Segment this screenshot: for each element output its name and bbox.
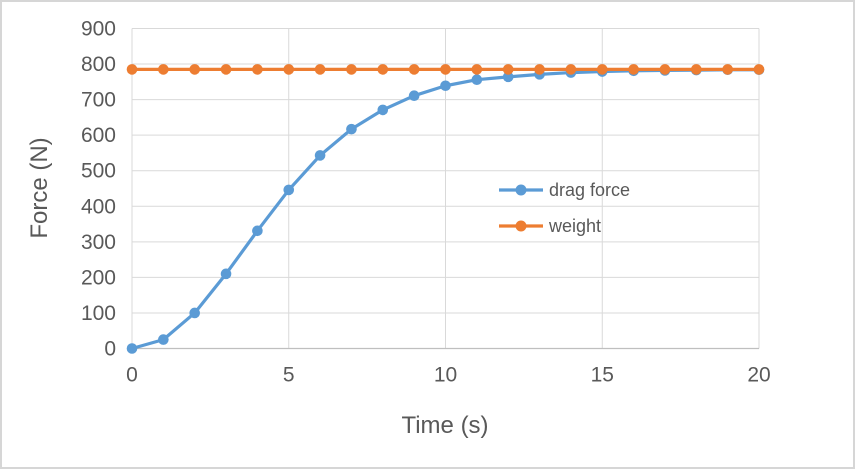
y-axis-title: Force (N) [26, 137, 53, 239]
y-tick-label-100: 100 [81, 302, 116, 325]
weight-marker-17 [659, 64, 671, 75]
weight-marker-19 [722, 64, 733, 75]
weight-marker-9 [408, 64, 420, 75]
weight-marker-13 [534, 64, 545, 75]
drag-force-marker-11 [471, 74, 483, 85]
weight-marker-10 [440, 64, 451, 75]
weight-marker-4 [252, 64, 263, 75]
y-tick-label-500: 500 [81, 160, 116, 183]
x-tick-label-10: 10 [434, 364, 457, 387]
drag-force-marker-10 [440, 80, 451, 92]
x-tick-label-20: 20 [747, 364, 770, 387]
legend-marker-drag-force [515, 184, 527, 196]
legend-label-drag-force: drag force [549, 180, 630, 200]
weight-marker-2 [189, 64, 200, 75]
drag-force-marker-7 [346, 123, 357, 135]
drag-force-marker-9 [408, 90, 420, 101]
y-tick-label-300: 300 [81, 231, 116, 254]
drag-force-marker-3 [220, 268, 232, 280]
x-axis-title: Time (s) [401, 412, 489, 439]
x-tick-label-15: 15 [591, 364, 614, 387]
weight-marker-14 [565, 64, 577, 75]
weight-marker-3 [220, 64, 232, 75]
weight-marker-8 [377, 64, 389, 75]
drag-force-marker-0 [126, 343, 138, 354]
drag-force-marker-8 [377, 104, 389, 116]
x-tick-label-5: 5 [283, 364, 295, 387]
y-tick-label-800: 800 [81, 53, 116, 76]
weight-marker-7 [346, 64, 357, 75]
drag-force-marker-6 [314, 150, 326, 161]
weight-marker-20 [753, 64, 765, 75]
x-tick-label-0: 0 [126, 364, 138, 387]
weight-marker-6 [314, 64, 326, 75]
drag-force-marker-4 [252, 225, 263, 237]
weight-marker-0 [126, 64, 138, 75]
y-tick-label-200: 200 [81, 266, 116, 289]
y-tick-label-400: 400 [81, 195, 116, 218]
weight-marker-1 [158, 64, 169, 75]
weight-marker-18 [691, 64, 702, 75]
weight-marker-12 [502, 64, 514, 75]
drag-force-marker-12 [502, 71, 514, 83]
drag-force-marker-1 [158, 334, 169, 345]
y-tick-label-700: 700 [81, 89, 116, 112]
y-tick-label-600: 600 [81, 124, 116, 147]
weight-marker-5 [283, 64, 295, 75]
weight-marker-11 [471, 64, 483, 75]
y-tick-label-900: 900 [81, 18, 116, 41]
legend-label-weight: weight [548, 216, 601, 236]
drag-force-marker-5 [283, 184, 295, 196]
drag-force-marker-2 [189, 307, 200, 319]
y-tick-label-0: 0 [104, 338, 116, 361]
legend-marker-weight [515, 220, 527, 232]
weight-marker-15 [596, 64, 608, 75]
weight-marker-16 [628, 64, 639, 75]
